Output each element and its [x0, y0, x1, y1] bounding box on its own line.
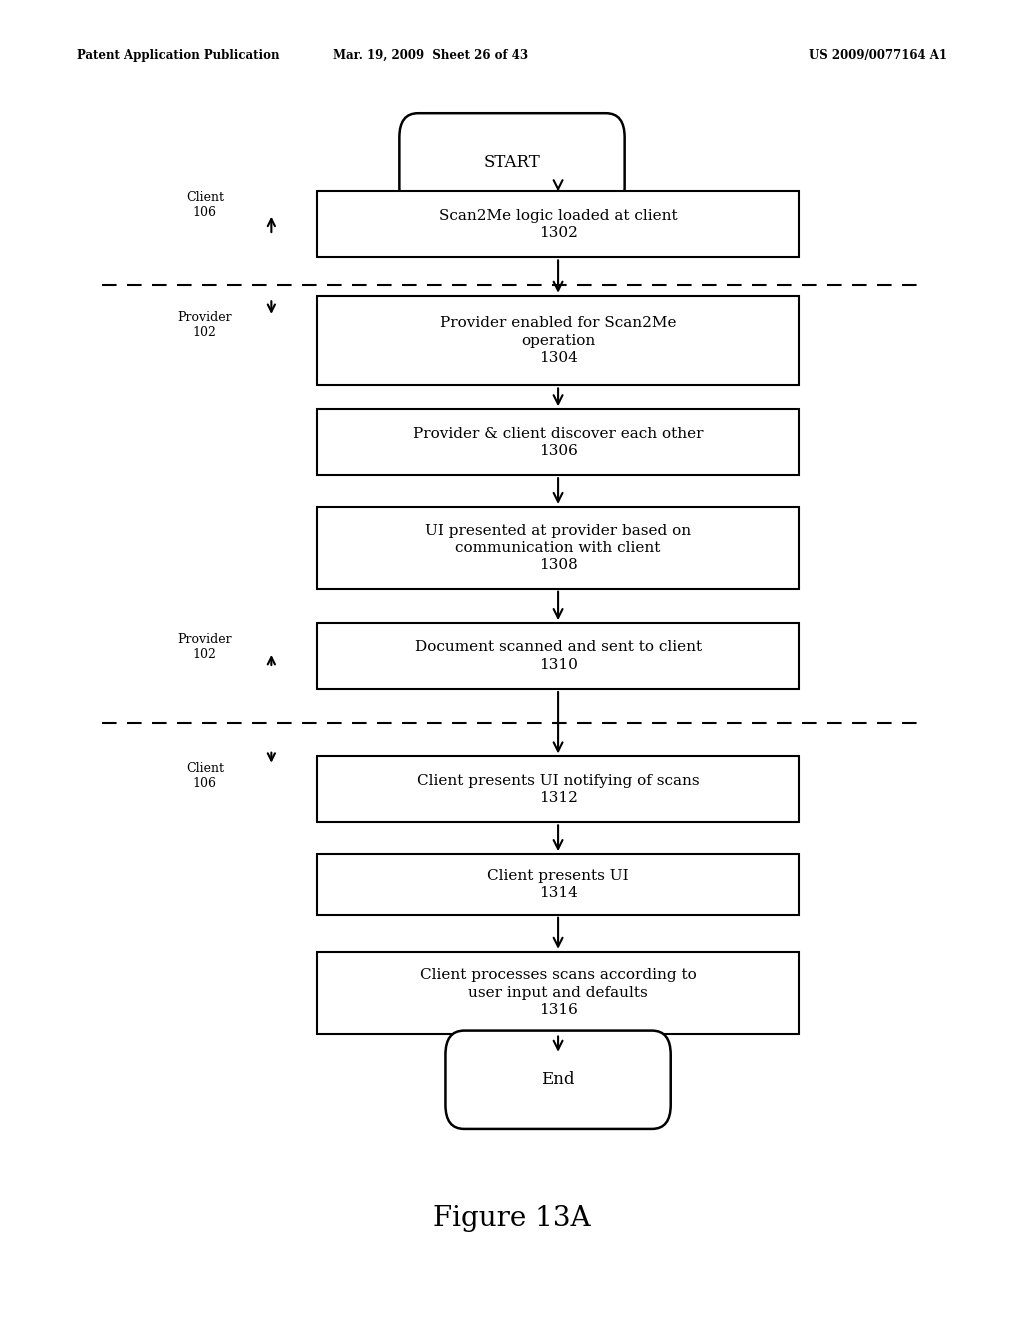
Bar: [317, 756, 799, 822]
Text: Document scanned and sent to client
1310: Document scanned and sent to client 1310: [415, 640, 701, 672]
FancyBboxPatch shape: [399, 114, 625, 211]
Text: Patent Application Publication: Patent Application Publication: [77, 49, 280, 62]
Text: Client processes scans according to
user input and defaults
1316: Client processes scans according to user…: [420, 969, 696, 1016]
Text: End: End: [542, 1072, 574, 1088]
Text: Figure 13A: Figure 13A: [433, 1205, 591, 1232]
Text: Client presents UI
1314: Client presents UI 1314: [487, 869, 629, 900]
Text: Provider
102: Provider 102: [177, 310, 232, 339]
Text: Provider
102: Provider 102: [177, 632, 232, 661]
Text: Client
106: Client 106: [185, 190, 224, 219]
Bar: [317, 296, 799, 385]
Bar: [317, 952, 799, 1034]
Text: Mar. 19, 2009  Sheet 26 of 43: Mar. 19, 2009 Sheet 26 of 43: [333, 49, 527, 62]
Text: Provider enabled for Scan2Me
operation
1304: Provider enabled for Scan2Me operation 1…: [440, 317, 676, 364]
Text: US 2009/0077164 A1: US 2009/0077164 A1: [809, 49, 947, 62]
Bar: [317, 409, 799, 475]
Bar: [317, 854, 799, 915]
FancyBboxPatch shape: [445, 1031, 671, 1129]
Text: UI presented at provider based on
communication with client
1308: UI presented at provider based on commun…: [425, 524, 691, 572]
Bar: [317, 623, 799, 689]
Text: START: START: [483, 154, 541, 170]
Bar: [317, 507, 799, 589]
Bar: [317, 191, 799, 257]
Text: Client
106: Client 106: [185, 762, 224, 791]
Text: Scan2Me logic loaded at client
1302: Scan2Me logic loaded at client 1302: [438, 209, 678, 240]
Text: Client presents UI notifying of scans
1312: Client presents UI notifying of scans 13…: [417, 774, 699, 805]
Text: Provider & client discover each other
1306: Provider & client discover each other 13…: [413, 426, 703, 458]
